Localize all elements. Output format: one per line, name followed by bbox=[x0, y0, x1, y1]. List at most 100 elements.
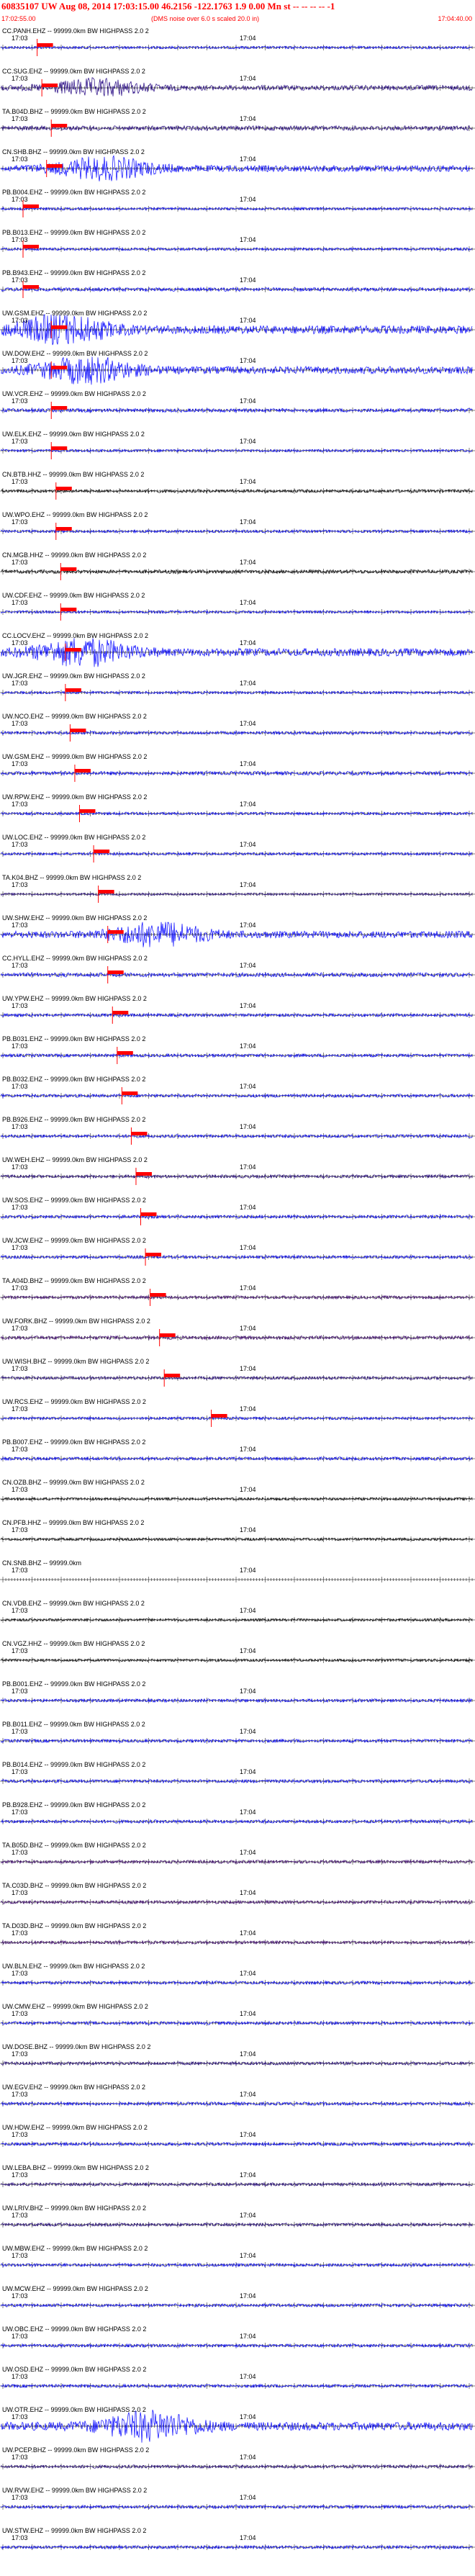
waveform bbox=[1, 1093, 473, 1099]
phase-pick-marker bbox=[135, 1172, 152, 1176]
time-tick-label: 17:03 bbox=[12, 1284, 28, 1292]
phase-pick-marker bbox=[37, 43, 53, 47]
trace-label: CN.SNB.BHZ -- 99999.0km bbox=[2, 1559, 81, 1567]
phase-pick-marker bbox=[51, 366, 68, 369]
time-tick-label: 17:03 bbox=[12, 1163, 28, 1171]
second-ticks bbox=[2, 609, 473, 615]
trace-label: TA.B05D.BHZ -- 99999.0km BW HIGHPASS 2.0… bbox=[2, 1842, 146, 1849]
trace-row: UW.JGR.EHZ -- 99999.0km BW HIGHPASS 2.0 … bbox=[0, 672, 475, 701]
trace-label: TA.D03D.BHZ -- 99999.0km BW HIGHPASS 2.0… bbox=[2, 1922, 146, 1929]
trace-label: PB.B928.EHZ -- 99999.0km BW HIGHPASS 2.0… bbox=[2, 1801, 145, 1809]
trace-row: TA.D03D.BHZ -- 99999.0km BW HIGHPASS 2.0… bbox=[0, 1922, 475, 1945]
trace-row: UW.LEBA.BHZ -- 99999.0km BW HIGHPASS 2.0… bbox=[0, 2164, 475, 2187]
trace-row: UW.GSM.EHZ -- 99999.0km BW HIGHPASS 2.0 … bbox=[0, 753, 475, 782]
trace-label: UW.CDF.EHZ -- 99999.0km BW HIGHPASS 2.0 … bbox=[2, 592, 145, 599]
phase-pick-marker bbox=[145, 1253, 162, 1256]
waveform bbox=[1, 1859, 473, 1865]
waveform bbox=[1, 2020, 473, 2026]
time-tick-label: 17:03 bbox=[12, 801, 28, 808]
phase-pick-marker bbox=[140, 1212, 157, 1216]
trace-label: PB.B014.EHZ -- 99999.0km BW HIGHPASS 2.0… bbox=[2, 1761, 145, 1768]
waveform bbox=[1, 488, 473, 494]
time-tick-label: 17:04 bbox=[240, 1647, 256, 1654]
second-ticks bbox=[2, 1456, 473, 1462]
trace-label: UW.SOS.EHZ -- 99999.0km BW HIGHPASS 2.0 … bbox=[2, 1197, 146, 1204]
time-tick-label: 17:03 bbox=[12, 2292, 28, 2300]
second-ticks bbox=[2, 1012, 473, 1018]
waveform bbox=[1, 356, 473, 385]
waveform bbox=[1, 207, 473, 212]
waveform bbox=[1, 2410, 473, 2443]
time-tick-label: 17:04 bbox=[240, 196, 256, 203]
trace-label: TA.A04D.BHZ -- 99999.0km BW HIGHPASS 2.0… bbox=[2, 1277, 146, 1284]
trace-label: CN.SHB.BHZ -- 99999.0km BW HIGHPASS 2.0 … bbox=[2, 148, 145, 156]
time-tick-label: 17:04 bbox=[240, 1405, 256, 1413]
trace-row: UW.OTR.EHZ -- 99999.0km BW HIGHPASS 2.0 … bbox=[0, 2406, 475, 2443]
trace-label: CC.HYLL.EHZ -- 99999.0km BW HIGHPASS 2.0… bbox=[2, 955, 148, 962]
trace-label: UW.MBW.EHZ -- 99999.0km BW HIGHPASS 2.0 … bbox=[2, 2245, 148, 2252]
trace-row: UW.HDW.EHZ -- 99999.0km BW HIGHPASS 2.0 … bbox=[0, 2124, 475, 2147]
trace-label: UW.BLN.EHZ -- 99999.0km BW HIGHPASS 2.0 … bbox=[2, 1963, 145, 1970]
time-tick-label: 17:03 bbox=[12, 599, 28, 606]
trace-label: UW.RPW.EHZ -- 99999.0km BW HIGHPASS 2.0 … bbox=[2, 793, 147, 801]
time-tick-label: 17:04 bbox=[240, 1728, 256, 1735]
trace-label: UW.GSM.EHZ -- 99999.0km BW HIGHPASS 2.0 … bbox=[2, 753, 147, 760]
phase-pick-marker bbox=[117, 1051, 133, 1055]
time-tick-label: 17:04 bbox=[240, 317, 256, 324]
trace-label: UW.YPW.EHZ -- 99999.0km BW HIGHPASS 2.0 … bbox=[2, 995, 147, 1002]
time-tick-label: 17:04 bbox=[240, 881, 256, 888]
time-tick-label: 17:03 bbox=[12, 196, 28, 203]
time-tick-label: 17:04 bbox=[240, 478, 256, 485]
trace-label: UW.HDW.EHZ -- 99999.0km BW HIGHPASS 2.0 … bbox=[2, 2124, 148, 2131]
time-tick-label: 17:04 bbox=[240, 2292, 256, 2300]
waveform bbox=[1, 287, 473, 292]
phase-pick-marker bbox=[51, 446, 68, 450]
trace-row: PB.B001.EHZ -- 99999.0km BW HIGHPASS 2.0… bbox=[0, 1680, 475, 1703]
waveform bbox=[1, 448, 473, 454]
trace-row: UW.ELK.EHZ -- 99999.0km BW HIGHPASS 2.0 … bbox=[0, 431, 475, 459]
time-tick-label: 17:03 bbox=[12, 1446, 28, 1453]
trace-row: CN.MGB.HHZ -- 99999.0km BW HIGHPASS 2.0 … bbox=[0, 551, 475, 580]
time-tick-label: 17:03 bbox=[12, 2252, 28, 2259]
waveform bbox=[1, 1657, 473, 1662]
waveform bbox=[1, 1940, 473, 1945]
time-tick-label: 17:04 bbox=[240, 1970, 256, 1977]
trace-row: TA.B05D.BHZ -- 99999.0km BW HIGHPASS 2.0… bbox=[0, 1842, 475, 1865]
phase-pick-marker bbox=[164, 1374, 181, 1377]
time-tick-label: 17:03 bbox=[12, 438, 28, 445]
phase-pick-marker bbox=[65, 648, 81, 652]
time-tick-label: 17:04 bbox=[240, 1083, 256, 1090]
time-tick-label: 17:03 bbox=[12, 1486, 28, 1493]
waveform bbox=[1, 2262, 473, 2268]
waveform bbox=[1, 2464, 473, 2469]
waveform bbox=[1, 690, 473, 695]
time-tick-label: 17:03 bbox=[12, 2212, 28, 2219]
time-tick-label: 17:04 bbox=[240, 438, 256, 445]
time-tick-label: 17:04 bbox=[240, 2454, 256, 2461]
time-tick-label: 17:04 bbox=[240, 1768, 256, 1775]
waveform bbox=[1, 2222, 473, 2228]
time-tick-label: 17:04 bbox=[240, 2413, 256, 2420]
time-tick-label: 17:04 bbox=[240, 2091, 256, 2098]
trace-label: PB.B031.EHZ -- 99999.0km BW HIGHPASS 2.0… bbox=[2, 1035, 145, 1042]
phase-pick-marker bbox=[46, 164, 63, 168]
time-tick-label: 17:03 bbox=[12, 1325, 28, 1332]
time-tick-label: 17:03 bbox=[12, 1929, 28, 1937]
phase-pick-marker bbox=[42, 84, 58, 87]
trace-label: UW.OTR.EHZ -- 99999.0km BW HIGHPASS 2.0 … bbox=[2, 2406, 146, 2413]
time-tick-label: 17:03 bbox=[12, 1002, 28, 1009]
time-tick-label: 17:03 bbox=[12, 2171, 28, 2179]
trace-row: TA.B04D.BHZ -- 99999.0km BW HIGHPASS 2.0… bbox=[0, 108, 475, 137]
time-tick-label: 17:04 bbox=[240, 1042, 256, 1050]
trace-row: CN.SHB.BHZ -- 99999.0km BW HIGHPASS 2.0 … bbox=[0, 148, 475, 181]
waveform bbox=[1, 1618, 473, 1623]
phase-pick-marker bbox=[94, 850, 110, 853]
trace-row: UW.SOS.EHZ -- 99999.0km BW HIGHPASS 2.0 … bbox=[0, 1197, 475, 1225]
time-tick-label: 17:04 bbox=[240, 1284, 256, 1292]
waveform bbox=[1, 569, 473, 575]
trace-row: UW.MCW.EHZ -- 99999.0km BW HIGHPASS 2.0 … bbox=[0, 2285, 475, 2308]
time-tick-label: 17:04 bbox=[240, 1446, 256, 1453]
time-tick-label: 17:04 bbox=[240, 156, 256, 163]
phase-pick-marker bbox=[159, 1333, 176, 1337]
waveform bbox=[1, 2544, 473, 2550]
